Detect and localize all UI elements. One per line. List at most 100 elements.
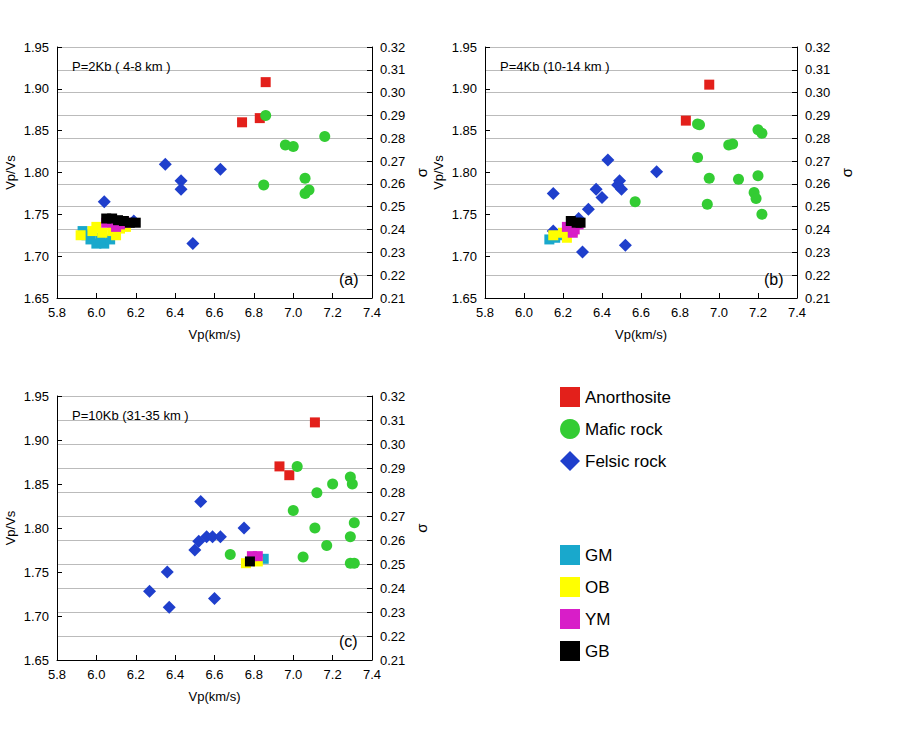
svg-text:6.4: 6.4 bbox=[593, 305, 611, 320]
svg-text:0.23: 0.23 bbox=[380, 245, 405, 260]
svg-text:7.2: 7.2 bbox=[749, 305, 767, 320]
svg-text:6.2: 6.2 bbox=[554, 305, 572, 320]
svg-text:0.25: 0.25 bbox=[805, 199, 830, 214]
svg-text:7.0: 7.0 bbox=[284, 667, 302, 682]
svg-text:1.65: 1.65 bbox=[24, 291, 49, 306]
svg-text:0.27: 0.27 bbox=[380, 509, 405, 524]
svg-text:0.32: 0.32 bbox=[380, 40, 405, 55]
svg-text:0.21: 0.21 bbox=[805, 291, 830, 306]
svg-text:1.95: 1.95 bbox=[24, 389, 49, 404]
svg-text:1.95: 1.95 bbox=[24, 40, 49, 55]
svg-text:1.70: 1.70 bbox=[452, 249, 477, 264]
svg-text:0.25: 0.25 bbox=[380, 557, 405, 572]
svg-text:1.85: 1.85 bbox=[24, 123, 49, 138]
svg-text:1.90: 1.90 bbox=[452, 81, 477, 96]
svg-text:6.8: 6.8 bbox=[671, 305, 689, 320]
svg-text:6.0: 6.0 bbox=[87, 667, 105, 682]
svg-text:1.70: 1.70 bbox=[24, 249, 49, 264]
svg-text:0.31: 0.31 bbox=[380, 413, 405, 428]
svg-text:(c): (c) bbox=[339, 633, 358, 650]
svg-text:1.75: 1.75 bbox=[24, 207, 49, 222]
svg-text:7.2: 7.2 bbox=[324, 667, 342, 682]
svg-text:1.65: 1.65 bbox=[24, 653, 49, 668]
svg-text:0.23: 0.23 bbox=[805, 245, 830, 260]
svg-text:1.95: 1.95 bbox=[452, 40, 477, 55]
svg-text:0.28: 0.28 bbox=[380, 485, 405, 500]
svg-text:6.0: 6.0 bbox=[515, 305, 533, 320]
svg-text:6.8: 6.8 bbox=[245, 305, 263, 320]
svg-text:σ: σ bbox=[413, 523, 430, 533]
svg-text:5.8: 5.8 bbox=[48, 667, 66, 682]
svg-text:GM: GM bbox=[585, 546, 612, 565]
svg-text:YM: YM bbox=[585, 610, 611, 629]
svg-text:1.90: 1.90 bbox=[24, 433, 49, 448]
svg-text:P=4Kb (10-14 km ): P=4Kb (10-14 km ) bbox=[500, 59, 609, 74]
svg-text:6.2: 6.2 bbox=[127, 305, 145, 320]
svg-text:Vp/Vs: Vp/Vs bbox=[3, 155, 18, 190]
svg-text:6.2: 6.2 bbox=[127, 667, 145, 682]
svg-text:0.29: 0.29 bbox=[805, 108, 830, 123]
svg-text:Vp(km/s): Vp(km/s) bbox=[189, 689, 241, 704]
svg-text:0.32: 0.32 bbox=[380, 389, 405, 404]
svg-text:0.31: 0.31 bbox=[380, 62, 405, 77]
svg-text:7.0: 7.0 bbox=[284, 305, 302, 320]
svg-text:0.27: 0.27 bbox=[805, 154, 830, 169]
svg-text:σ: σ bbox=[413, 167, 430, 177]
svg-text:7.4: 7.4 bbox=[363, 305, 381, 320]
svg-text:7.4: 7.4 bbox=[363, 667, 381, 682]
svg-text:6.6: 6.6 bbox=[632, 305, 650, 320]
svg-text:5.8: 5.8 bbox=[476, 305, 494, 320]
svg-text:0.26: 0.26 bbox=[380, 533, 405, 548]
svg-text:Vp/Vs: Vp/Vs bbox=[3, 510, 18, 545]
svg-text:0.29: 0.29 bbox=[380, 108, 405, 123]
svg-text:0.23: 0.23 bbox=[380, 605, 405, 620]
svg-text:7.2: 7.2 bbox=[324, 305, 342, 320]
svg-text:Mafic rock: Mafic rock bbox=[585, 420, 663, 439]
svg-text:Felsic rock: Felsic rock bbox=[585, 452, 667, 471]
svg-text:0.25: 0.25 bbox=[380, 199, 405, 214]
svg-text:0.31: 0.31 bbox=[805, 62, 830, 77]
svg-text:(b): (b) bbox=[764, 271, 784, 288]
svg-text:6.6: 6.6 bbox=[205, 305, 223, 320]
svg-text:0.24: 0.24 bbox=[380, 581, 405, 596]
svg-text:0.22: 0.22 bbox=[380, 629, 405, 644]
svg-text:0.24: 0.24 bbox=[805, 222, 830, 237]
svg-text:1.85: 1.85 bbox=[452, 123, 477, 138]
svg-text:0.22: 0.22 bbox=[805, 268, 830, 283]
svg-text:P=2Kb ( 4-8 km ): P=2Kb ( 4-8 km ) bbox=[72, 59, 171, 74]
svg-text:0.21: 0.21 bbox=[380, 291, 405, 306]
svg-text:GB: GB bbox=[585, 642, 610, 661]
svg-text:0.30: 0.30 bbox=[805, 85, 830, 100]
svg-text:(a): (a) bbox=[339, 271, 359, 288]
svg-text:1.80: 1.80 bbox=[24, 521, 49, 536]
svg-text:6.4: 6.4 bbox=[166, 305, 184, 320]
svg-text:1.80: 1.80 bbox=[452, 165, 477, 180]
svg-text:1.85: 1.85 bbox=[24, 477, 49, 492]
svg-text:Vp(km/s): Vp(km/s) bbox=[615, 327, 667, 342]
svg-text:1.65: 1.65 bbox=[452, 291, 477, 306]
svg-text:Vp/Vs: Vp/Vs bbox=[431, 155, 446, 190]
svg-text:1.70: 1.70 bbox=[24, 609, 49, 624]
svg-text:0.27: 0.27 bbox=[380, 154, 405, 169]
svg-text:P=10Kb (31-35 km ): P=10Kb (31-35 km ) bbox=[72, 408, 189, 423]
svg-text:1.75: 1.75 bbox=[452, 207, 477, 222]
svg-text:Vp(km/s): Vp(km/s) bbox=[189, 327, 241, 342]
svg-text:0.32: 0.32 bbox=[805, 40, 830, 55]
svg-text:1.75: 1.75 bbox=[24, 565, 49, 580]
svg-text:6.6: 6.6 bbox=[205, 667, 223, 682]
svg-text:OB: OB bbox=[585, 578, 610, 597]
svg-text:6.8: 6.8 bbox=[245, 667, 263, 682]
svg-text:1.90: 1.90 bbox=[24, 81, 49, 96]
svg-text:0.28: 0.28 bbox=[380, 131, 405, 146]
svg-text:6.4: 6.4 bbox=[166, 667, 184, 682]
svg-text:0.26: 0.26 bbox=[805, 176, 830, 191]
svg-text:1.80: 1.80 bbox=[24, 165, 49, 180]
svg-text:0.26: 0.26 bbox=[380, 176, 405, 191]
svg-text:0.22: 0.22 bbox=[380, 268, 405, 283]
svg-text:7.4: 7.4 bbox=[788, 305, 806, 320]
svg-text:0.24: 0.24 bbox=[380, 222, 405, 237]
svg-text:σ: σ bbox=[838, 167, 855, 177]
svg-text:0.30: 0.30 bbox=[380, 437, 405, 452]
svg-text:6.0: 6.0 bbox=[87, 305, 105, 320]
svg-text:7.0: 7.0 bbox=[710, 305, 728, 320]
